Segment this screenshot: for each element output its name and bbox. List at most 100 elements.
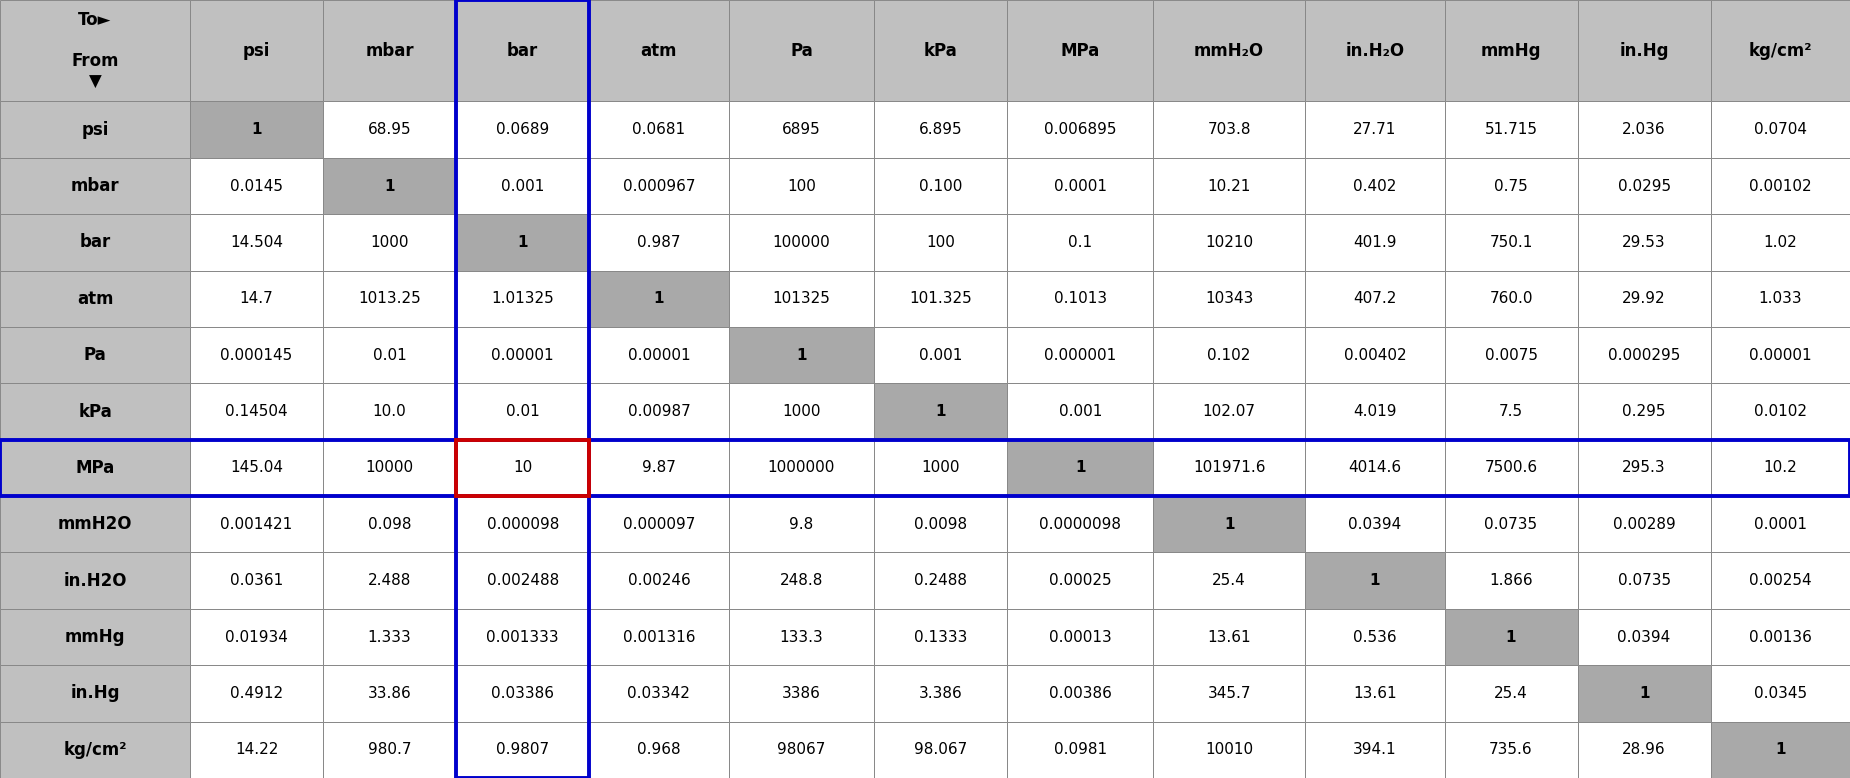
Bar: [0, 214, 191, 271]
Bar: [1445, 214, 1578, 271]
Text: 0.0000098: 0.0000098: [1040, 517, 1121, 532]
Text: 10: 10: [512, 461, 533, 475]
Text: 0.001: 0.001: [1058, 404, 1103, 419]
Text: 0.00001: 0.00001: [627, 348, 690, 363]
Bar: [1445, 101, 1578, 158]
Bar: [1304, 609, 1445, 665]
Text: 4014.6: 4014.6: [1349, 461, 1402, 475]
Text: 0.1013: 0.1013: [1054, 291, 1106, 307]
Bar: [324, 271, 457, 327]
Bar: [588, 384, 729, 440]
Text: 10210: 10210: [1204, 235, 1252, 250]
Text: 6895: 6895: [783, 122, 821, 137]
Text: 100: 100: [786, 178, 816, 194]
Text: 1000: 1000: [921, 461, 960, 475]
Bar: [0, 552, 191, 609]
Bar: [588, 665, 729, 722]
Bar: [1153, 552, 1304, 609]
Text: 345.7: 345.7: [1208, 686, 1251, 701]
Text: mbar: mbar: [364, 42, 414, 60]
Bar: [1578, 496, 1711, 552]
Bar: [1304, 722, 1445, 778]
Bar: [191, 214, 324, 271]
Text: 29.53: 29.53: [1622, 235, 1665, 250]
Bar: [1445, 552, 1578, 609]
Text: 0.000295: 0.000295: [1608, 348, 1680, 363]
Bar: [0, 496, 191, 552]
Bar: [324, 552, 457, 609]
Bar: [191, 384, 324, 440]
Text: 27.71: 27.71: [1352, 122, 1397, 137]
Bar: [324, 609, 457, 665]
Text: 1: 1: [1225, 517, 1234, 532]
Bar: [875, 665, 1008, 722]
Bar: [1304, 214, 1445, 271]
Text: 1: 1: [252, 122, 263, 137]
Bar: [457, 440, 588, 496]
Text: 1013.25: 1013.25: [359, 291, 422, 307]
Bar: [875, 101, 1008, 158]
Text: 703.8: 703.8: [1208, 122, 1251, 137]
Text: 0.0735: 0.0735: [1617, 573, 1671, 588]
Bar: [729, 158, 875, 214]
Bar: [729, 609, 875, 665]
Bar: [324, 440, 457, 496]
Text: 1: 1: [653, 291, 664, 307]
Text: 0.1: 0.1: [1067, 235, 1091, 250]
Text: 1: 1: [1639, 686, 1650, 701]
Text: bar: bar: [507, 42, 538, 60]
Bar: [1578, 158, 1711, 214]
Bar: [1711, 0, 1850, 101]
Text: 0.000967: 0.000967: [623, 178, 696, 194]
Bar: [1304, 552, 1445, 609]
Text: 0.000098: 0.000098: [487, 517, 559, 532]
Text: 0.1333: 0.1333: [914, 629, 968, 644]
Bar: [457, 440, 588, 496]
Bar: [457, 665, 588, 722]
Bar: [1445, 158, 1578, 214]
Text: 0.01934: 0.01934: [226, 629, 289, 644]
Bar: [1304, 101, 1445, 158]
Text: 0.4912: 0.4912: [229, 686, 283, 701]
Text: 101.325: 101.325: [910, 291, 973, 307]
Bar: [1008, 0, 1153, 101]
Bar: [588, 722, 729, 778]
Bar: [0, 158, 191, 214]
Text: 25.4: 25.4: [1495, 686, 1528, 701]
Text: 10000: 10000: [366, 461, 414, 475]
Bar: [0, 0, 191, 101]
Bar: [875, 440, 1008, 496]
Bar: [588, 327, 729, 384]
Text: mbar: mbar: [70, 177, 120, 195]
Bar: [1008, 722, 1153, 778]
Text: 394.1: 394.1: [1352, 742, 1397, 757]
Text: 0.0098: 0.0098: [914, 517, 968, 532]
Text: 1000: 1000: [370, 235, 409, 250]
Text: 401.9: 401.9: [1352, 235, 1397, 250]
Text: kPa: kPa: [923, 42, 958, 60]
Bar: [1445, 609, 1578, 665]
Bar: [875, 609, 1008, 665]
Bar: [457, 271, 588, 327]
Bar: [1153, 722, 1304, 778]
Bar: [1445, 271, 1578, 327]
Bar: [1445, 440, 1578, 496]
Text: 750.1: 750.1: [1489, 235, 1534, 250]
Bar: [729, 496, 875, 552]
Bar: [875, 0, 1008, 101]
Bar: [1153, 158, 1304, 214]
Text: 0.14504: 0.14504: [226, 404, 289, 419]
Text: 100000: 100000: [773, 235, 831, 250]
Text: 10.0: 10.0: [372, 404, 407, 419]
Bar: [1445, 722, 1578, 778]
Bar: [1153, 384, 1304, 440]
Bar: [1008, 101, 1153, 158]
Bar: [1153, 214, 1304, 271]
Bar: [0, 440, 191, 496]
Text: 1: 1: [796, 348, 807, 363]
Bar: [457, 214, 588, 271]
Bar: [1711, 609, 1850, 665]
Bar: [1578, 609, 1711, 665]
Bar: [457, 101, 588, 158]
Text: 0.098: 0.098: [368, 517, 411, 532]
